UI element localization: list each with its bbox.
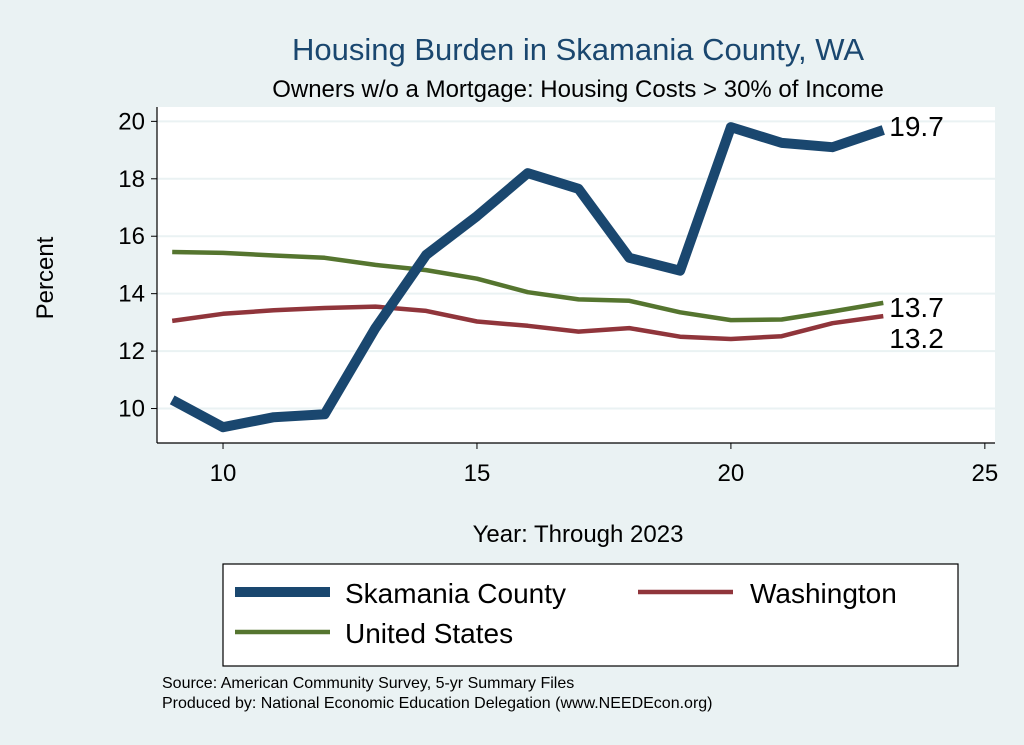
x-tick-label: 25 xyxy=(971,460,998,487)
series-lines xyxy=(169,122,885,433)
gridlines xyxy=(157,120,995,410)
y-tick-label: 10 xyxy=(118,396,145,423)
legend-label-united-states: United States xyxy=(345,618,513,649)
tick-labels: 10 12 14 16 18 20 10 15 20 25 xyxy=(118,108,998,487)
end-label-united-states: 13.7 xyxy=(889,292,944,323)
y-tick-label: 12 xyxy=(118,338,145,365)
x-axis-title: Year: Through 2023 xyxy=(473,521,684,548)
end-labels: 19.7 13.213.7 xyxy=(889,111,944,354)
x-tick-label: 15 xyxy=(464,460,491,487)
producer-line: Produced by: National Economic Education… xyxy=(162,695,713,712)
x-tick-label: 10 xyxy=(210,460,237,487)
series-line-washington xyxy=(171,304,884,342)
end-label-skamania-county: 19.7 xyxy=(889,111,944,142)
y-tick-label: 14 xyxy=(118,281,145,308)
end-label-washington: 13.2 xyxy=(889,323,944,354)
legend: Skamania County Washington United States xyxy=(222,563,959,667)
source-line: Source: American Community Survey, 5-yr … xyxy=(162,675,574,692)
y-axis-title: Percent xyxy=(32,236,59,319)
y-tick-label: 18 xyxy=(118,166,145,193)
legend-box xyxy=(222,563,959,667)
y-tick-label: 20 xyxy=(118,108,145,135)
x-tick-label: 20 xyxy=(718,460,745,487)
y-tick-label: 16 xyxy=(118,223,145,250)
series-line-united-states xyxy=(172,249,884,323)
series-line-skamania-county xyxy=(169,122,885,433)
chart-subtitle: Owners w/o a Mortgage: Housing Costs > 3… xyxy=(272,76,884,103)
legend-label-washington: Washington xyxy=(750,578,897,609)
legend-label-skamania: Skamania County xyxy=(345,578,566,609)
axes xyxy=(151,107,995,449)
plot-area xyxy=(157,107,995,443)
chart-title: Housing Burden in Skamania County, WA xyxy=(292,32,864,67)
